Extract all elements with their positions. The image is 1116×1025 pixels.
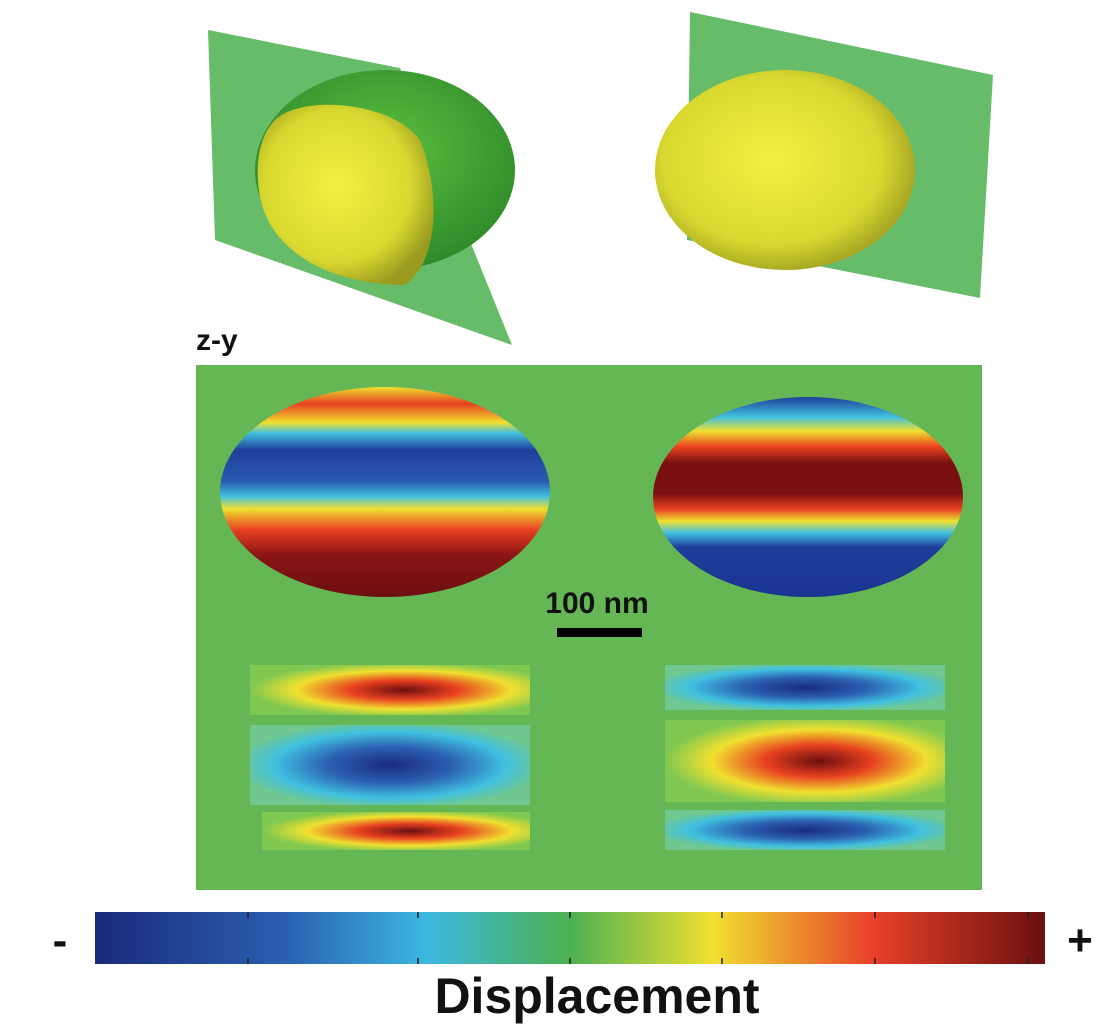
colorbar xyxy=(95,912,1045,964)
displacement-map xyxy=(250,725,530,805)
scale-bar xyxy=(557,628,642,637)
displacement-map xyxy=(220,387,550,597)
scale-bar-label: 100 nm xyxy=(545,587,648,620)
displacement-map xyxy=(665,665,945,710)
displacement-map xyxy=(665,720,945,802)
displacement-map xyxy=(262,812,530,850)
particle xyxy=(655,70,915,270)
colorbar-min: - xyxy=(53,916,68,965)
colorbar-title: Displacement xyxy=(434,968,759,1024)
displacement-map xyxy=(250,665,530,715)
figure: z-y 100 nm - + Displacement xyxy=(0,0,1116,1025)
renderings xyxy=(208,12,993,345)
displacement-map xyxy=(665,810,945,850)
displacement-map xyxy=(653,397,963,597)
panel-label: z-y xyxy=(196,324,238,357)
colorbar-max: + xyxy=(1067,916,1093,965)
